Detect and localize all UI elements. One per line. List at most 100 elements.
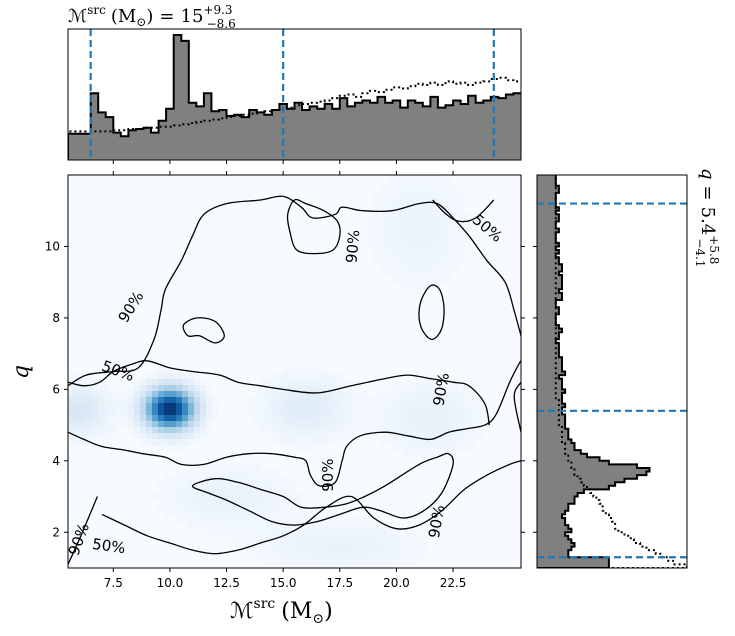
heatmap-cell xyxy=(458,247,465,254)
heatmap-cell xyxy=(194,379,201,386)
heatmap-cell xyxy=(350,559,357,566)
heatmap-cell xyxy=(212,397,219,404)
heatmap-cell xyxy=(428,415,435,422)
top-marginal-panel: ℳsrc (M⊙) = 15+9.3 −8.6 xyxy=(67,3,522,164)
heatmap-cell xyxy=(68,373,75,380)
heatmap-cell xyxy=(176,493,183,500)
heatmap-cell xyxy=(194,409,201,416)
heatmap-cell xyxy=(398,523,405,530)
heatmap-cell xyxy=(188,427,195,434)
heatmap-cell xyxy=(314,427,321,434)
heatmap-cell xyxy=(470,391,477,398)
heatmap-cell xyxy=(272,517,279,524)
heatmap-cell xyxy=(416,229,423,236)
heatmap-cell xyxy=(380,235,387,242)
heatmap-cell xyxy=(134,421,141,428)
heatmap-cell xyxy=(290,511,297,518)
heatmap-cell xyxy=(344,379,351,386)
heatmap-cell xyxy=(392,265,399,272)
heatmap-cell xyxy=(356,517,363,524)
heatmap-cell xyxy=(410,181,417,188)
heatmap-cell xyxy=(416,379,423,386)
heatmap-cell xyxy=(272,511,279,518)
heatmap-cell xyxy=(338,421,345,428)
heatmap-cell xyxy=(458,445,465,452)
heatmap-cell xyxy=(392,277,399,284)
heatmap-cell xyxy=(434,229,441,236)
heatmap-cell xyxy=(320,565,327,568)
heatmap-cell xyxy=(254,391,261,398)
heatmap-cell xyxy=(332,559,339,566)
heatmap-cell xyxy=(260,475,267,482)
heatmap-cell xyxy=(380,199,387,206)
heatmap-cell xyxy=(80,403,87,410)
joint-panel: 90%50%90%50%90%50%90% 90%90% 7.5 10.0 12.5 1… xyxy=(9,171,525,627)
heatmap-cell xyxy=(404,445,411,452)
heatmap-cell xyxy=(158,397,165,404)
heatmap-cell xyxy=(428,439,435,446)
heatmap-cell xyxy=(194,487,201,494)
heatmap-cell xyxy=(302,559,309,566)
heatmap-cell xyxy=(470,421,477,428)
heatmap-cell xyxy=(296,553,303,560)
heatmap-cell xyxy=(404,547,411,554)
heatmap-cell xyxy=(296,367,303,374)
heatmap-cell xyxy=(200,409,207,416)
heatmap-cell xyxy=(350,535,357,542)
right-marginal-title: q = 5.4+5.8−4.1 xyxy=(693,168,721,268)
heatmap-cell xyxy=(464,409,471,416)
heatmap-cell xyxy=(338,433,345,440)
heatmap-cell xyxy=(452,391,459,398)
heatmap-cell xyxy=(410,397,417,404)
heatmap-cell xyxy=(332,415,339,422)
heatmap-cell xyxy=(284,439,291,446)
heatmap-cell xyxy=(104,409,111,416)
heatmap-cell xyxy=(260,499,267,506)
heatmap-cell xyxy=(194,391,201,398)
heatmap-cell xyxy=(254,493,261,500)
heatmap-cell xyxy=(146,439,153,446)
heatmap-cell xyxy=(440,433,447,440)
heatmap-cell xyxy=(68,433,75,440)
heatmap-cell xyxy=(314,535,321,542)
heatmap-cell xyxy=(278,475,285,482)
heatmap-cell xyxy=(398,433,405,440)
heatmap-cell xyxy=(170,367,177,374)
heatmap-cell xyxy=(284,475,291,482)
heatmap-cell xyxy=(266,481,273,488)
heatmap-cell xyxy=(416,181,423,188)
top-title-sup: src xyxy=(87,3,106,17)
heatmap-cell xyxy=(248,403,255,410)
heatmap-cell xyxy=(332,373,339,380)
heatmap-cell xyxy=(332,565,339,568)
heatmap-cell xyxy=(284,499,291,506)
heatmap-cell xyxy=(212,463,219,470)
heatmap-cell xyxy=(248,481,255,488)
heatmap-cell xyxy=(386,193,393,200)
heatmap-cell xyxy=(464,403,471,410)
joint-frame xyxy=(67,174,522,569)
contour-label: 90% xyxy=(342,229,363,264)
heatmap-cell xyxy=(398,277,405,284)
heatmap-cell xyxy=(350,427,357,434)
heatmap-cell xyxy=(266,559,273,566)
heatmap-cell xyxy=(194,427,201,434)
heatmap-cell xyxy=(398,409,405,416)
heatmap-cell xyxy=(392,241,399,248)
heatmap-cell xyxy=(260,493,267,500)
heatmap-cell xyxy=(320,547,327,554)
heatmap-cell xyxy=(308,553,315,560)
heatmap-cell xyxy=(440,397,447,404)
heatmap-cell xyxy=(410,427,417,434)
heatmap-cell xyxy=(344,391,351,398)
heatmap-cell xyxy=(404,253,411,260)
heatmap-cell xyxy=(200,391,207,398)
heatmap-cell xyxy=(374,529,381,536)
heatmap-cell xyxy=(290,403,297,410)
heatmap-cell xyxy=(422,235,429,242)
heatmap-cell xyxy=(368,223,375,230)
heatmap-cell xyxy=(386,421,393,428)
heatmap-cell xyxy=(206,523,213,530)
heatmap-cell xyxy=(452,235,459,242)
heatmap-cell xyxy=(254,517,261,524)
